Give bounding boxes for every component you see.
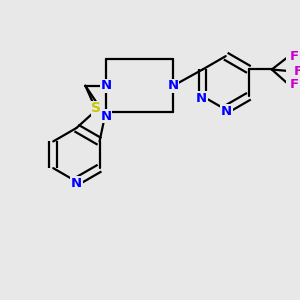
- Text: N: N: [168, 79, 179, 92]
- Text: N: N: [101, 79, 112, 92]
- Text: F: F: [294, 65, 300, 78]
- Text: N: N: [100, 110, 112, 123]
- Text: N: N: [71, 177, 82, 190]
- Text: F: F: [290, 50, 299, 63]
- Text: N: N: [196, 92, 207, 105]
- Text: F: F: [290, 78, 299, 91]
- Text: N: N: [221, 105, 232, 118]
- Text: S: S: [91, 101, 101, 115]
